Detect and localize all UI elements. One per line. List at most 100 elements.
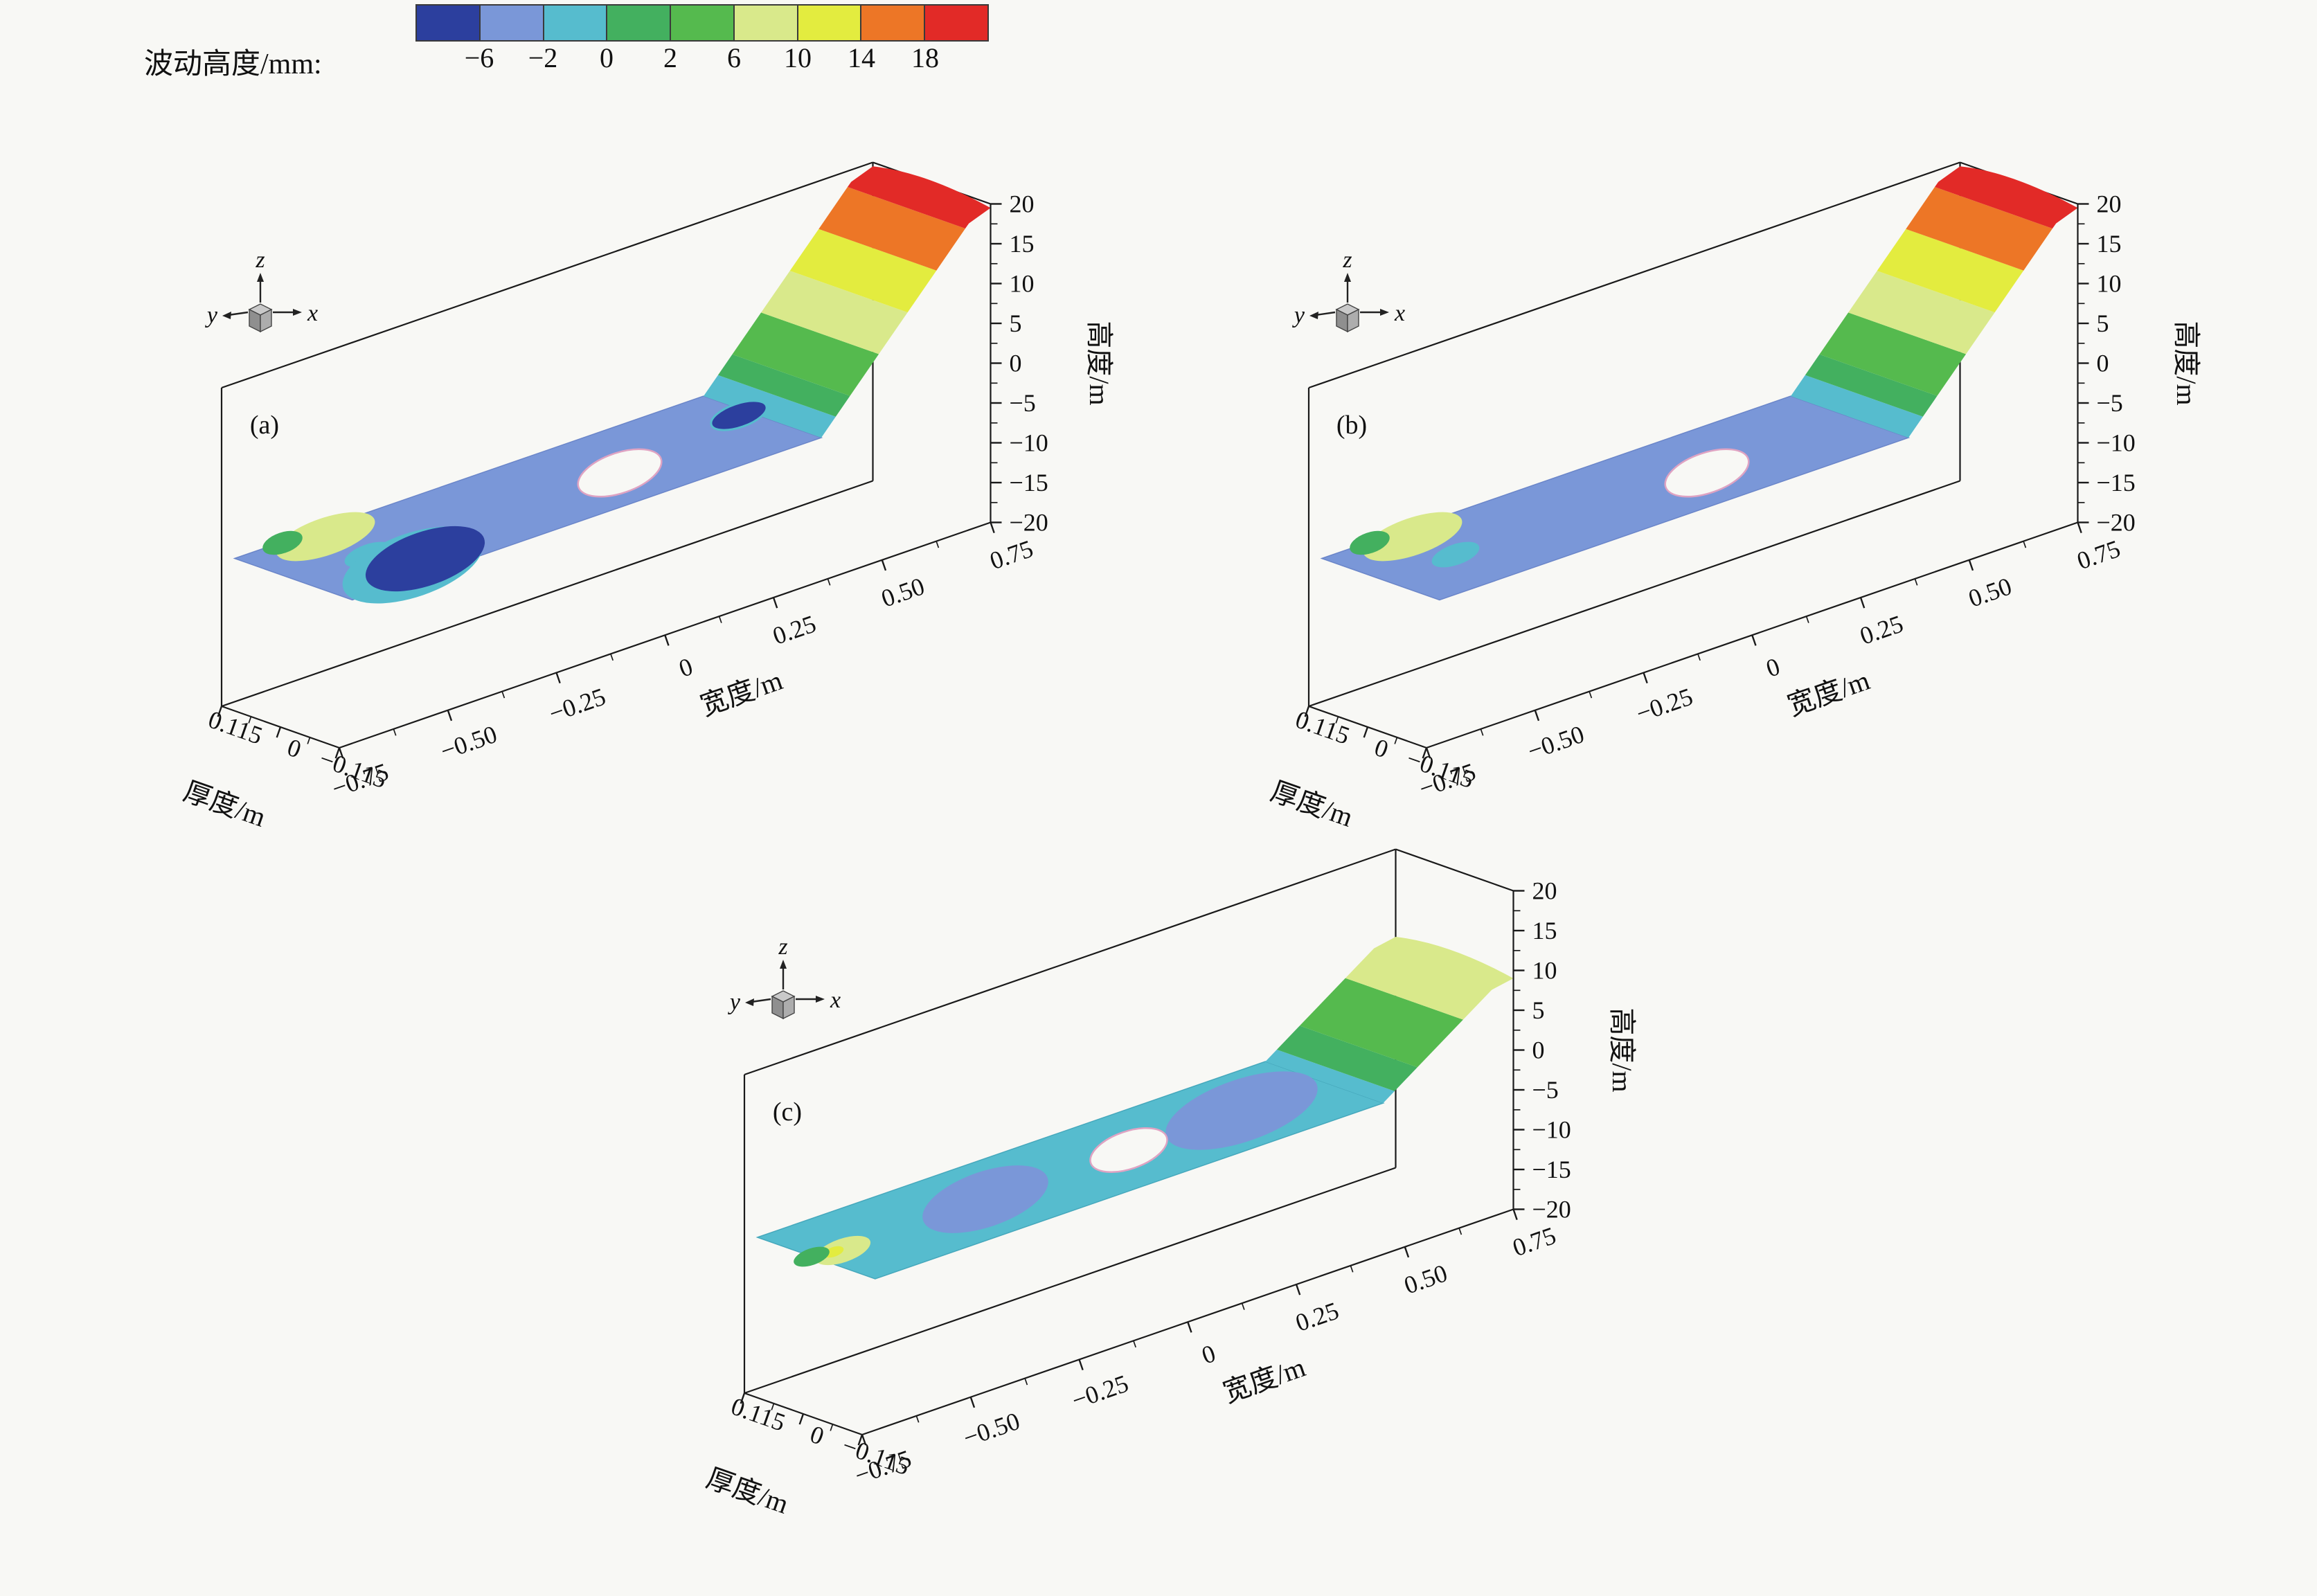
- z-tick-label: 0: [1010, 350, 1022, 377]
- x-tick: [664, 634, 670, 646]
- box-edge: [1395, 848, 1514, 892]
- x-arrow-head: [293, 309, 302, 316]
- z-tick-label: −20: [1010, 509, 1048, 537]
- z-tick-label: −5: [2097, 389, 2123, 417]
- x-tick: [990, 522, 995, 533]
- x-tick: [1078, 1359, 1084, 1370]
- y-arrow: [228, 311, 249, 316]
- contour-band: [1791, 375, 1923, 438]
- crest-band: [1935, 166, 2078, 228]
- x-axis-title: 宽度/m: [1219, 1352, 1309, 1409]
- z-tick-label: 15: [1532, 917, 1557, 944]
- box-edge: [221, 161, 873, 389]
- z-tick-label: 5: [1532, 996, 1545, 1024]
- z-arrow-head: [780, 960, 787, 969]
- contour-band: [1805, 354, 1938, 417]
- y-tick-label: 0: [284, 733, 305, 764]
- x-tick: [1404, 1246, 1410, 1258]
- colorbar-tick-label: −2: [528, 42, 558, 73]
- tip-patch-cyan: [1431, 541, 1480, 568]
- colorbar-cell: [861, 6, 926, 40]
- x-tick-label: 0.75: [986, 535, 1037, 575]
- box-edge: [221, 480, 873, 708]
- x-tick: [772, 597, 778, 609]
- y-arrow: [751, 998, 771, 1003]
- y-tick: [740, 1392, 746, 1404]
- surface: [233, 166, 991, 604]
- x-tick: [1643, 672, 1648, 683]
- y-tick-label: 0: [807, 1420, 827, 1451]
- box-edge: [861, 1208, 1514, 1436]
- x-tick-minor: [1805, 616, 1809, 623]
- x-tick-minor: [1697, 654, 1701, 661]
- colorbar-tick-label: 0: [600, 42, 614, 73]
- x-tick: [447, 710, 453, 721]
- x-tick-label: 0.25: [1292, 1296, 1343, 1336]
- x-tick-minor: [1458, 1228, 1462, 1235]
- z-tick-label: 20: [2097, 190, 2122, 218]
- x-tick-label: 0.50: [878, 572, 929, 612]
- z-tick-label: 0: [1532, 1037, 1545, 1064]
- y-tick-minor: [248, 716, 252, 724]
- z-tick-label: −20: [2097, 509, 2136, 537]
- trough-deep: [365, 526, 485, 592]
- shallow-patch: [1165, 1071, 1318, 1150]
- y-tick: [334, 747, 341, 759]
- colorbar-tick-label: 2: [663, 42, 677, 73]
- x-tick-label: 0.50: [1965, 572, 2016, 612]
- box-edge: [339, 521, 991, 749]
- subplot-label: (b): [1336, 411, 1367, 440]
- x-tick: [1425, 747, 1431, 759]
- x-tick-minor: [393, 728, 397, 736]
- x-tick: [969, 1397, 976, 1408]
- subplot-c: 20151050−5−10−15−20高度/m−0.75−0.50−0.2500…: [702, 848, 1638, 1520]
- x-tick-label: −0.50: [960, 1407, 1023, 1452]
- x-tick-minor: [501, 691, 506, 699]
- z-tick-label: −15: [1532, 1156, 1571, 1183]
- tip-patch-paleyellow: [1363, 512, 1462, 562]
- y-arrow-head: [1309, 312, 1318, 319]
- z-tick-label: 10: [2097, 270, 2122, 298]
- x-tick-label: −0.25: [546, 683, 609, 728]
- y-tick: [1363, 726, 1369, 738]
- x-axis-title: 宽度/m: [696, 665, 786, 722]
- colorbar-cell: [925, 6, 988, 40]
- plate-surface: [1320, 395, 1911, 601]
- x-tick-minor: [1241, 1302, 1245, 1310]
- contour-band: [732, 312, 879, 396]
- x-tick-label: 0.75: [1509, 1221, 1559, 1262]
- x-tick-minor: [718, 616, 722, 623]
- x-tick-minor: [1133, 1341, 1137, 1348]
- x-arrow-head: [1380, 309, 1389, 316]
- contour-band: [1848, 271, 1995, 355]
- y-tick-minor: [1394, 737, 1398, 744]
- z-axis-title: 高度/m: [1607, 1007, 1638, 1092]
- colorbar-cell: [417, 6, 481, 40]
- z-tick-label: 5: [2097, 310, 2109, 337]
- colorbar-cell: [607, 6, 672, 40]
- y-axis-letter: y: [728, 989, 741, 1015]
- x-tick: [1859, 597, 1866, 609]
- contour-band: [1276, 1025, 1417, 1091]
- x-tick: [1187, 1321, 1192, 1333]
- y-tick-minor: [307, 737, 311, 744]
- x-tick-minor: [1914, 578, 1918, 586]
- tip-patch-paleyellow: [276, 512, 375, 562]
- contour-band: [789, 228, 937, 313]
- tip-patch-green: [262, 530, 303, 555]
- y-axis-letter: y: [205, 303, 218, 328]
- y-arrow-head: [745, 998, 754, 1006]
- z-tick-label: 20: [1532, 877, 1557, 905]
- box-edge: [744, 1167, 1396, 1395]
- plate-hole: [577, 448, 663, 498]
- x-tick: [338, 747, 344, 759]
- orientation-marker: z x y: [1292, 247, 1405, 333]
- y-tick-minor: [1335, 716, 1339, 724]
- x-tick-label: −0.25: [1068, 1370, 1132, 1415]
- z-tick-label: −5: [1532, 1076, 1559, 1104]
- box-edge: [1426, 521, 2078, 749]
- z-tick-label: 20: [1010, 190, 1035, 218]
- cube-right-face: [782, 995, 795, 1020]
- y-tick-label: 0: [1371, 733, 1392, 764]
- x-tick-minor: [915, 1415, 920, 1423]
